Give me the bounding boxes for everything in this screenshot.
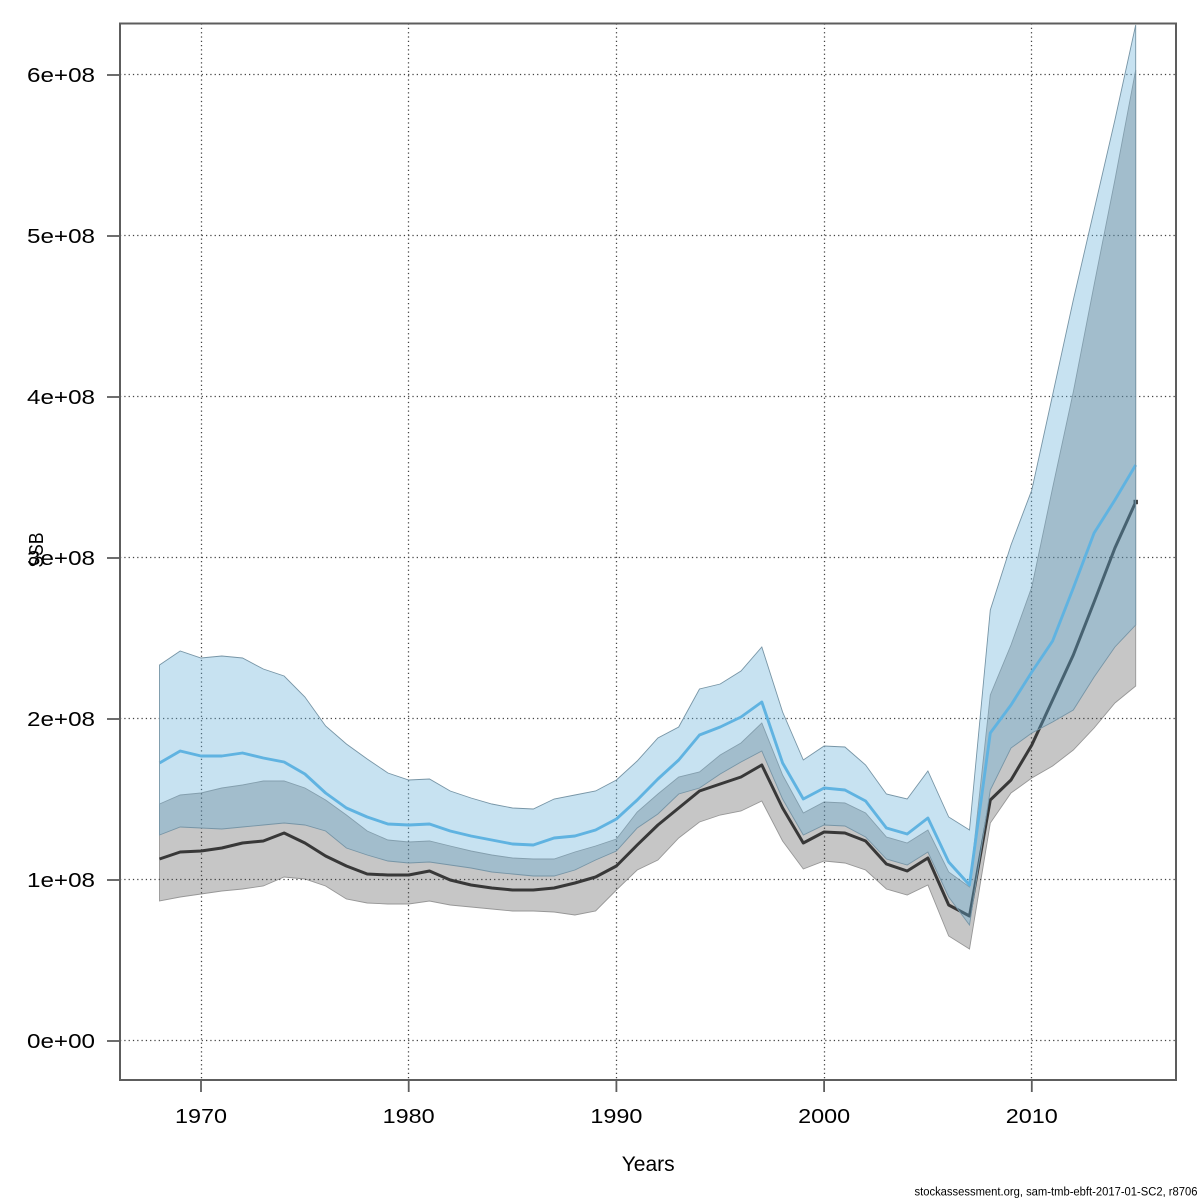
svg-text:5e+08: 5e+08 <box>27 226 95 248</box>
svg-text:SSB: SSB <box>26 533 48 568</box>
svg-text:1990: 1990 <box>590 1106 642 1128</box>
svg-text:1e+08: 1e+08 <box>27 870 95 892</box>
svg-text:1970: 1970 <box>175 1106 227 1128</box>
svg-text:1980: 1980 <box>383 1106 435 1128</box>
svg-text:6e+08: 6e+08 <box>27 65 95 87</box>
svg-text:0e+00: 0e+00 <box>27 1031 95 1053</box>
svg-text:4e+08: 4e+08 <box>27 387 95 409</box>
svg-text:3e+08: 3e+08 <box>27 548 95 570</box>
svg-text:2010: 2010 <box>1006 1106 1058 1128</box>
svg-text:stockassessment.org, sam-tmb-e: stockassessment.org, sam-tmb-ebft-2017-0… <box>915 1185 1198 1199</box>
svg-text:Years: Years <box>622 1153 675 1176</box>
svg-text:2e+08: 2e+08 <box>27 709 95 731</box>
svg-text:2000: 2000 <box>798 1106 850 1128</box>
